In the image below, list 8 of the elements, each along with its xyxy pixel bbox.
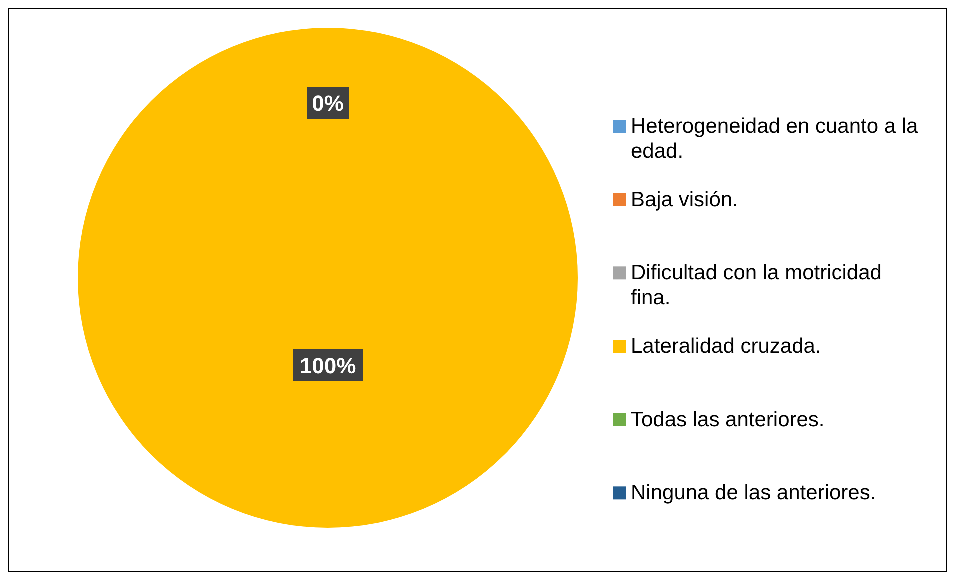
data-label: 100% xyxy=(300,354,356,378)
legend-label: Dificultad con la motricidad fina. xyxy=(631,262,882,310)
legend-label: Ninguna de las anteriores. xyxy=(631,482,876,505)
legend-label: Todas las anteriores. xyxy=(631,408,825,432)
legend-label: Heterogeneidad en cuanto a la edad. xyxy=(631,115,919,163)
legend-label: Lateralidad cruzada. xyxy=(631,335,822,358)
legend-label: Baja visión. xyxy=(631,188,738,212)
text: 0% xyxy=(312,91,344,116)
